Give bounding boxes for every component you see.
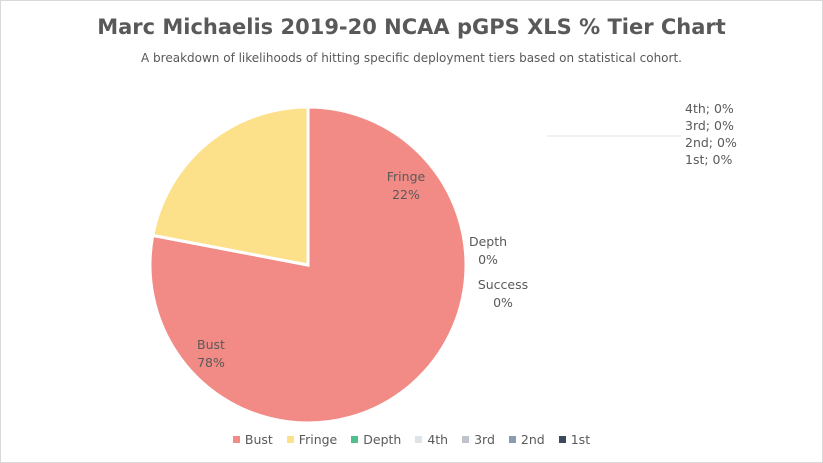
legend-label: Bust bbox=[244, 432, 273, 447]
legend-label: 3rd bbox=[474, 432, 495, 447]
legend: Bust Fringe Depth 4th 3rd 2nd 1st bbox=[1, 432, 822, 447]
data-label-value: 78% bbox=[197, 355, 225, 370]
legend-swatch bbox=[351, 436, 359, 443]
pie-slice-fringe bbox=[151, 105, 310, 267]
legend-label: 2nd bbox=[520, 432, 545, 447]
legend-item: 1st bbox=[558, 432, 591, 447]
legend-item: 4th bbox=[415, 432, 448, 447]
legend-swatch bbox=[508, 436, 516, 443]
legend-label: 1st bbox=[570, 432, 591, 447]
data-label-value: 22% bbox=[392, 187, 420, 202]
small-slice-data-label: 4th; 0% bbox=[685, 101, 734, 116]
data-label-value: 0% bbox=[478, 252, 498, 267]
legend-swatch bbox=[286, 436, 294, 443]
legend-swatch bbox=[462, 436, 470, 443]
legend-swatch bbox=[415, 436, 423, 443]
data-label-name: Success bbox=[478, 277, 528, 292]
small-slice-data-label: 3rd; 0% bbox=[685, 118, 734, 133]
legend-swatch bbox=[558, 436, 566, 443]
small-slice-data-label: 1st; 0% bbox=[685, 152, 733, 167]
legend-item: Bust bbox=[232, 432, 273, 447]
legend-item: 2nd bbox=[508, 432, 545, 447]
legend-item: 3rd bbox=[462, 432, 495, 447]
data-label-name: Fringe bbox=[387, 169, 426, 184]
legend-item: Depth bbox=[351, 432, 401, 447]
legend-label: Fringe bbox=[298, 432, 338, 447]
pie-slice-bust bbox=[148, 105, 468, 425]
legend-swatch bbox=[232, 436, 240, 443]
chart-subtitle: A breakdown of likelihoods of hitting sp… bbox=[141, 51, 682, 65]
data-label-name: Depth bbox=[469, 234, 507, 249]
small-slice-data-label: 2nd; 0% bbox=[685, 135, 737, 150]
legend-label: Depth bbox=[363, 432, 402, 447]
data-label-value: 0% bbox=[493, 295, 513, 310]
legend-label: 4th bbox=[427, 432, 449, 447]
data-label-name: Bust bbox=[197, 337, 225, 352]
legend-item: Fringe bbox=[286, 432, 338, 447]
chart-title: Marc Michaelis 2019-20 NCAA pGPS XLS % T… bbox=[97, 15, 726, 39]
